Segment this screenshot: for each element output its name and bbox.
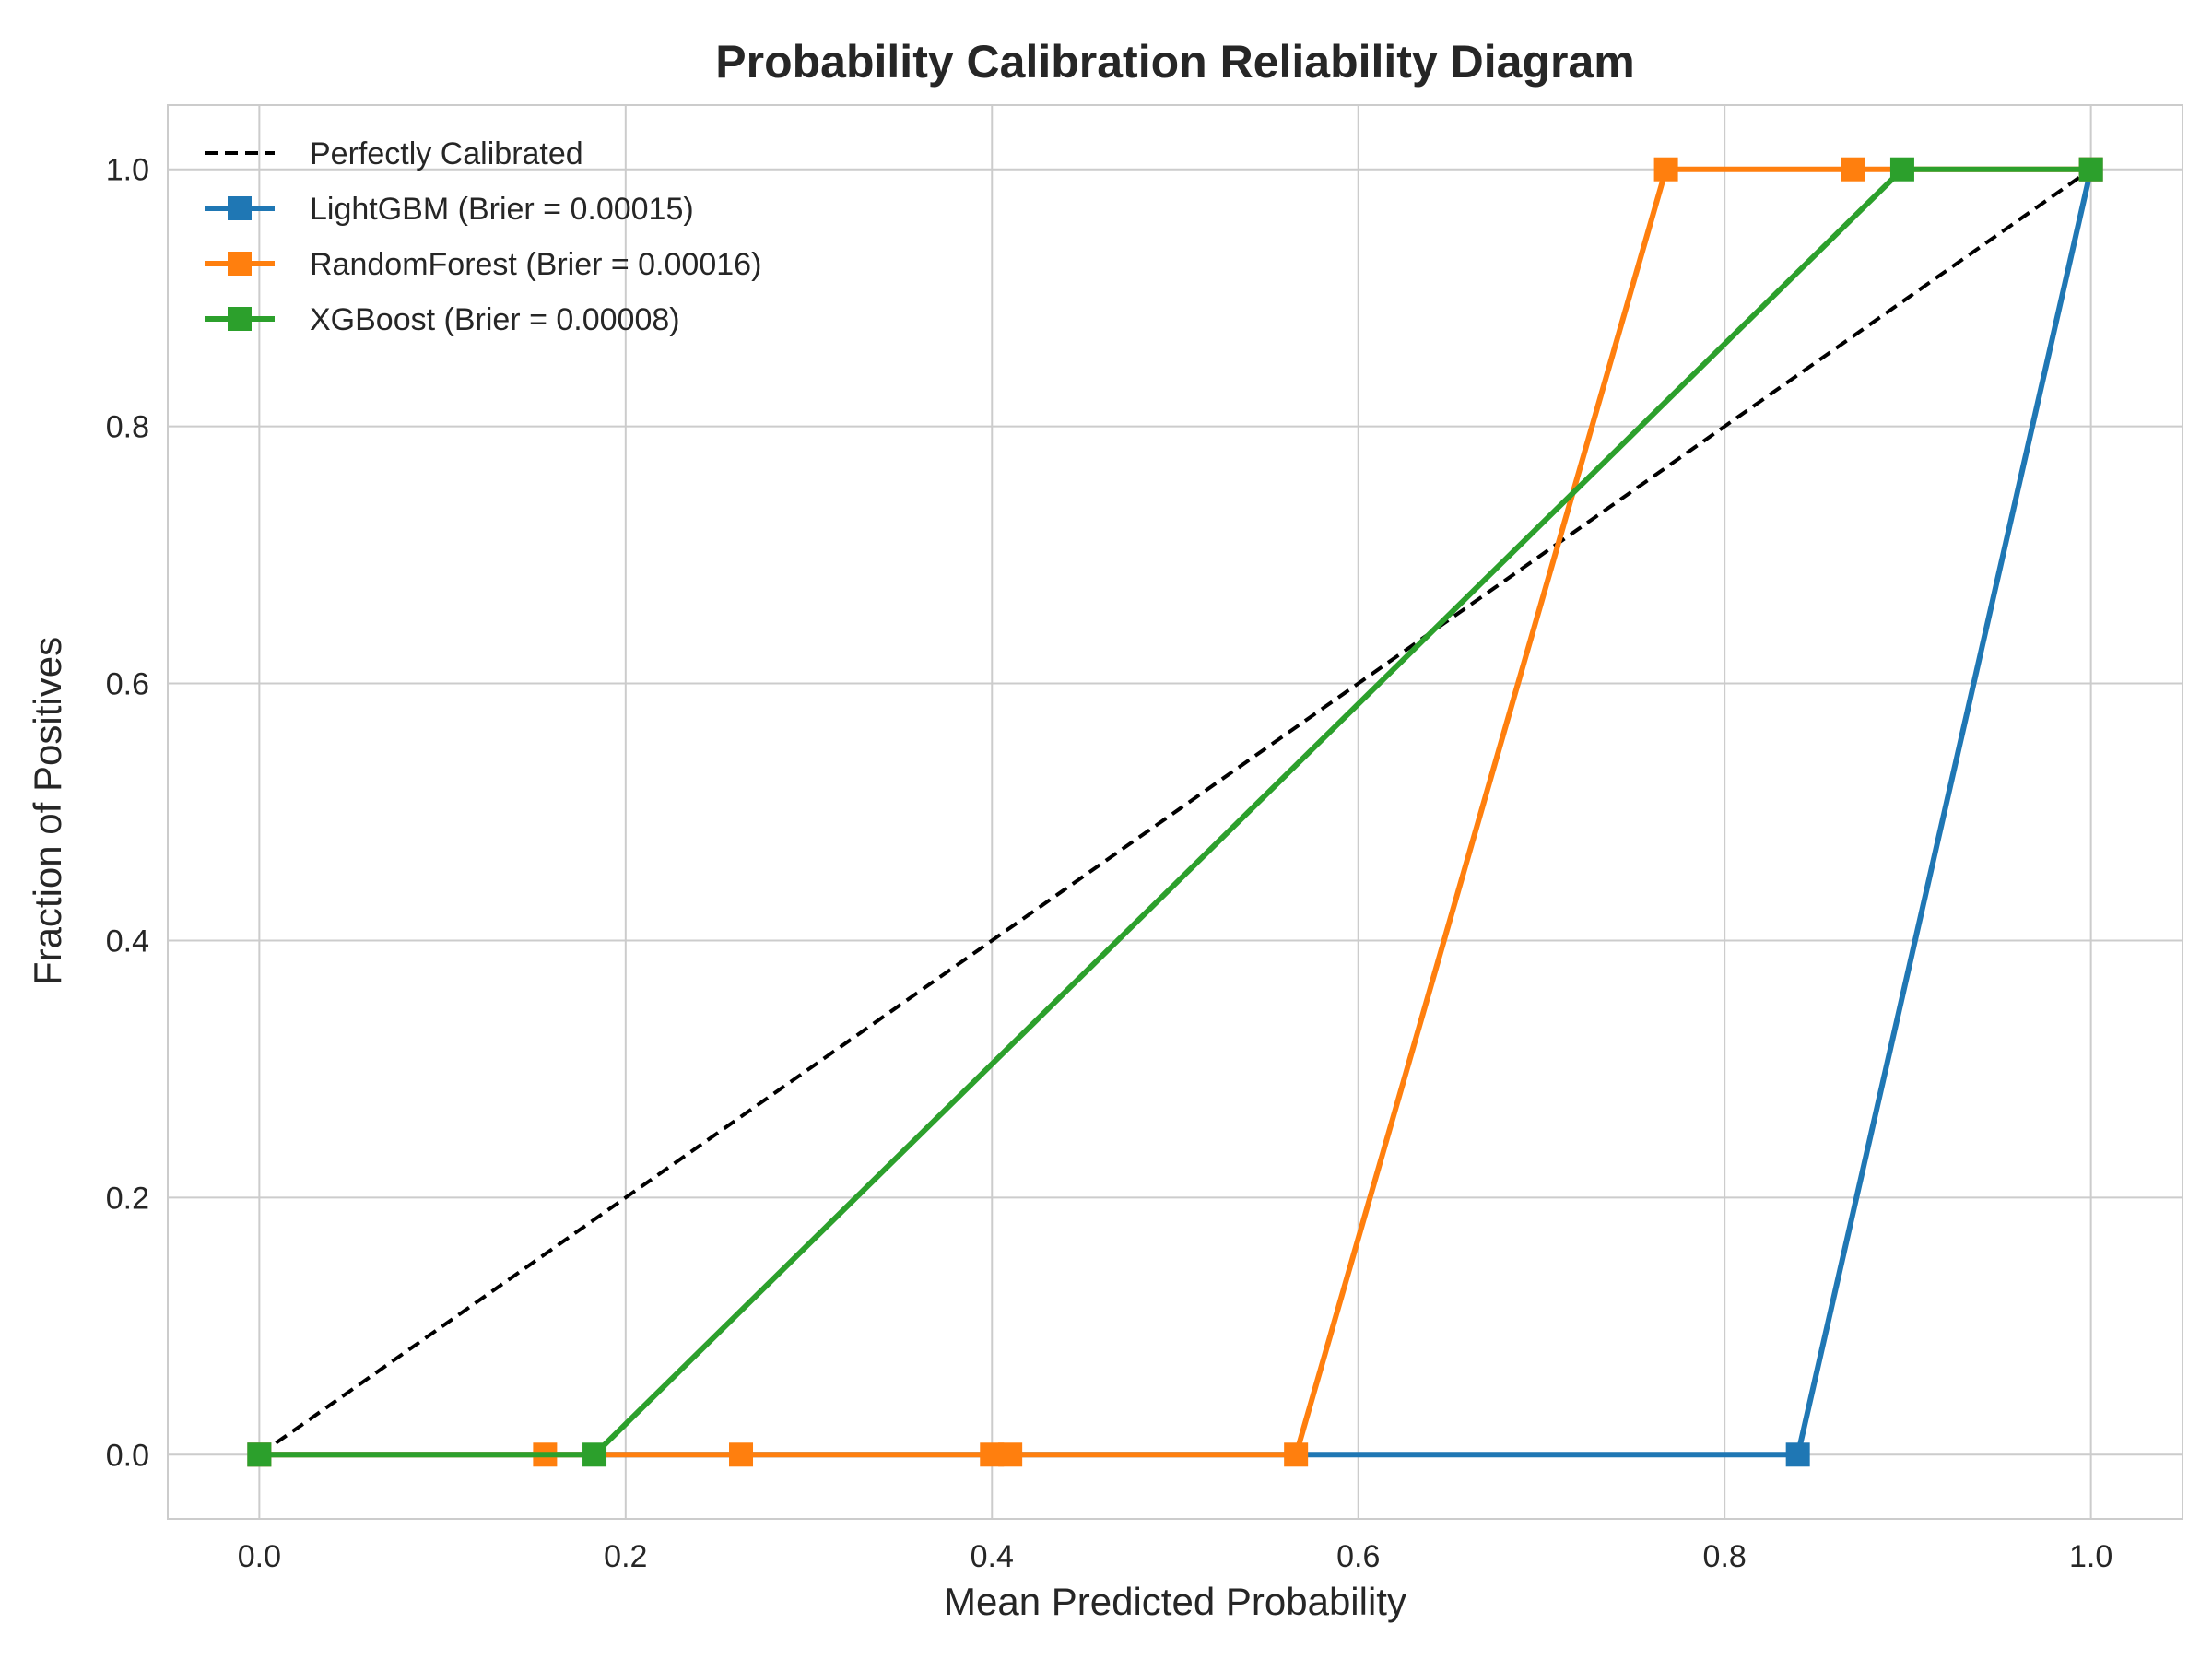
legend-entry: LightGBM (Brier = 0.00015) (205, 192, 694, 227)
reference-line-layer (258, 168, 2092, 1456)
series-line (259, 166, 2091, 1458)
y-tick-label: 0.0 (106, 1438, 149, 1473)
data-point-marker (1785, 1442, 1810, 1467)
series-2 (247, 157, 2103, 1467)
chart-title: Probability Calibration Reliability Diag… (715, 36, 1634, 88)
legend-swatch-marker (228, 307, 252, 331)
data-point-marker (582, 1442, 607, 1467)
legend: Perfectly Calibrated LightGBM (Brier = 0.… (205, 136, 761, 337)
legend-label: XGBoost (Brier = 0.00008) (310, 302, 680, 337)
legend-swatch-marker (228, 196, 252, 220)
y-tick-labels: 0.0 0.2 0.4 0.6 0.8 1.0 (106, 153, 149, 1474)
x-tick-label: 0.0 (238, 1539, 281, 1574)
data-point-marker (1653, 157, 1678, 182)
data-point-marker (1841, 157, 1865, 182)
x-tick-label: 0.6 (1336, 1539, 1380, 1574)
y-tick-label: 0.8 (106, 410, 149, 445)
x-axis-label: Mean Predicted Probability (944, 1580, 1406, 1623)
x-tick-labels: 0.0 0.2 0.4 0.6 0.8 1.0 (238, 1539, 2113, 1574)
x-tick-label: 0.2 (604, 1539, 647, 1574)
data-point-marker (247, 1442, 272, 1467)
data-point-marker (1284, 1442, 1309, 1467)
data-point-marker (1889, 157, 1914, 182)
legend-swatch-marker (228, 252, 252, 276)
legend-entry: Perfectly Calibrated (205, 136, 583, 171)
perfectly-calibrated-line (258, 168, 2092, 1456)
x-tick-label: 1.0 (2069, 1539, 2112, 1574)
y-axis-label: Fraction of Positives (26, 637, 69, 985)
legend-label: RandomForest (Brier = 0.00016) (310, 247, 761, 282)
axes-frame (167, 104, 2183, 1520)
data-point-marker (2078, 157, 2103, 182)
y-tick-label: 0.6 (106, 667, 149, 702)
series-layer (247, 157, 2103, 1467)
x-tick-label: 0.8 (1703, 1539, 1747, 1574)
y-tick-label: 1.0 (106, 153, 149, 188)
legend-entry: RandomForest (Brier = 0.00016) (205, 247, 761, 282)
grid-lines (168, 105, 2183, 1519)
legend-entry: XGBoost (Brier = 0.00008) (205, 302, 680, 337)
legend-label: Perfectly Calibrated (310, 136, 583, 171)
legend-label: LightGBM (Brier = 0.00015) (310, 192, 694, 227)
y-tick-label: 0.4 (106, 924, 149, 959)
y-tick-label: 0.2 (106, 1181, 149, 1216)
x-tick-label: 0.4 (971, 1539, 1014, 1574)
data-point-marker (998, 1442, 1023, 1467)
data-point-marker (729, 1442, 754, 1467)
